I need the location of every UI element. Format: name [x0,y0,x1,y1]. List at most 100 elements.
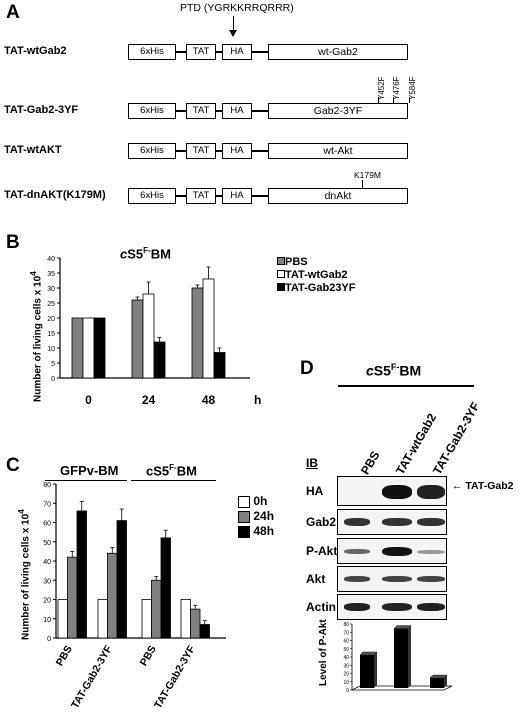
lane-label-pbs: PBS [358,448,383,477]
y-tick-label: 70 [43,501,51,508]
x-tick-label: 24 [142,393,156,407]
panel-d-label: D [300,358,314,379]
panel-c-legend: 0h 24h 48h [238,494,274,539]
y-tick-label: 30 [43,578,51,585]
construct-tag-domain: 6xHis [128,103,176,119]
panel-b-label: B [6,232,20,253]
panel-c-title-2: cS5F-BM [146,463,197,479]
x-unit-label: h [254,393,261,407]
y-tick-label: 20 [343,672,349,678]
tat-gab2-arrow: ← TAT-Gab2 [452,480,514,492]
bar [71,317,84,379]
bar [213,352,226,379]
ptd-label: PTD (YGRKKRRQRRR) [180,2,294,14]
y-tick-label: 10 [343,680,349,686]
panel-c-group2-line [131,480,216,481]
construct-main-domain: wt-Akt [268,143,408,159]
ib-label: IB [306,456,318,470]
y-tick-label: 40 [343,655,349,661]
band [417,485,445,499]
bar [191,287,204,379]
band [382,518,412,526]
bar [199,624,210,639]
y-tick-label: 60 [43,521,51,528]
x-tick-label: TAT-Gab2-3YF [152,643,198,711]
ptd-arrow-line [233,16,234,34]
y-tick-label: 40 [43,559,51,566]
bar-side [408,625,411,688]
mutation-tick [393,97,394,103]
bar [67,556,78,639]
y-tick-label: 10 [47,346,55,353]
y-tick-label: 15 [47,331,55,338]
y-tick-label: 0 [346,688,349,694]
bar [151,579,162,639]
construct-name: TAT-wtGab2 [4,45,67,57]
construct-tag-domain: 6xHis [128,143,176,159]
construct-tag-domain: HA [222,44,252,60]
ptd-arrow-head [229,30,237,37]
y-tick-label: 50 [43,540,51,547]
blot-gab2 [337,509,447,535]
lane-label-gab23yf: TAT-Gab2-3YF [430,399,483,477]
bar [202,278,215,379]
construct-main-domain: dnAkt [268,188,408,204]
legend-item-24h: 24h [238,509,274,524]
y-tick-label: 0 [51,376,55,383]
bar-side [374,652,377,688]
mutation-label: K179M [354,170,381,180]
band [382,547,412,556]
construct-name: TAT-wtAKT [4,144,62,156]
bar [57,599,68,639]
y-tick-label: 30 [343,663,349,669]
construct-tag-domain: HA [222,143,252,159]
y-tick-label: 5 [51,361,55,368]
construct-tag-domain: 6xHis [128,44,176,60]
construct-tag-domain: TAT [186,44,216,60]
row-label-ha: HA [306,484,324,498]
row-label-akt: Akt [306,572,326,586]
construct-tag-domain: HA [222,103,252,119]
band [417,576,445,582]
blot-pakt [337,538,447,564]
x-tick-label: PBS [54,644,75,669]
y-tick-label: 50 [343,647,349,653]
y-tick-label: 25 [47,301,55,308]
band [344,603,370,611]
bar [394,628,408,688]
panel-a-label: A [6,2,20,23]
y-tick-label: 10 [43,617,51,624]
bar [180,599,191,639]
panel-c-group1-line [45,480,127,481]
panel-c-label: C [6,455,20,476]
panel-c-title-1: GFPv-BM [60,463,119,478]
bar [82,317,95,379]
bar [430,678,444,688]
y-tick-label: 60 [343,639,349,645]
band [382,485,412,499]
y-tick-label: 80 [343,622,349,628]
construct-tag-domain: TAT [186,143,216,159]
legend-item-0h: 0h [238,494,274,509]
legend-item-pbs: PBS [277,256,356,269]
bar [160,537,171,639]
panel-b-title: cS5F-BM [120,246,171,262]
bar [116,520,127,639]
bar [141,599,152,639]
y-tick-label: 20 [43,598,51,605]
construct-tag-domain: 6xHis [128,188,176,204]
construct-tag-domain: TAT [186,103,216,119]
blot-actin [337,594,447,620]
bar-side [444,675,447,688]
x-tick-label: PBS [138,644,159,669]
panel-b-chart: 0 5 10 15 20 25 30 35 40 0 24 48 h [47,256,261,407]
construct-name: TAT-Gab2-3YF [4,104,79,116]
y-tick-label: 0 [47,636,51,643]
row-label-pakt: P-Akt [306,544,338,558]
panel-d-title-line [338,385,474,387]
x-axis-floor [351,685,453,691]
bar-top [393,625,412,629]
bar [190,608,201,639]
bar [93,317,106,379]
